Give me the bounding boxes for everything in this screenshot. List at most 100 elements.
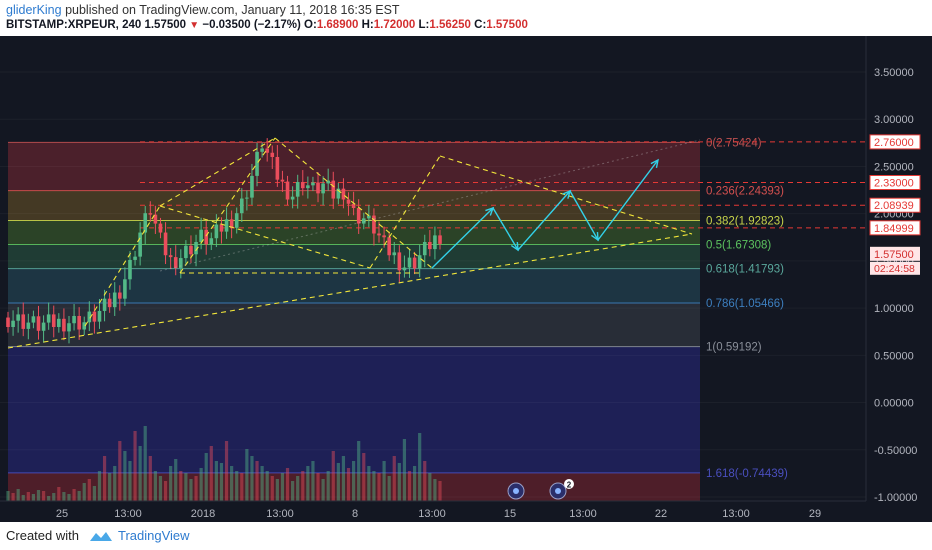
- price-tick-label: -0.50000: [874, 445, 917, 457]
- volume-bar: [402, 439, 407, 501]
- fib-level-label: 0.382(1.92823): [706, 215, 784, 227]
- time-tick-label: 13:00: [114, 508, 142, 520]
- change-value: −0.03500 (−2.17%): [202, 19, 301, 31]
- volume-bar: [336, 463, 340, 501]
- candle-body: [11, 320, 15, 327]
- volume-bar: [331, 451, 335, 501]
- candle-body: [123, 279, 127, 299]
- candle-body: [173, 257, 178, 268]
- candle-body: [382, 235, 386, 238]
- volume-bar: [296, 476, 300, 501]
- candle-body: [41, 322, 46, 331]
- volume-bar: [204, 453, 208, 501]
- volume-bar: [41, 491, 46, 501]
- time-tick-label: 8: [352, 508, 358, 520]
- candle-body: [290, 196, 295, 200]
- volume-bar: [138, 446, 142, 501]
- volume-bar: [382, 461, 386, 501]
- fib-level-label: 1.618(-0.74439): [706, 468, 788, 480]
- candle-body: [250, 175, 254, 198]
- resistance-price-label: 2.08939: [874, 200, 914, 212]
- candle-body: [270, 152, 275, 157]
- candle-body: [87, 311, 92, 323]
- volume-bar: [174, 459, 178, 501]
- volume-bar: [92, 486, 96, 501]
- candle-body: [285, 181, 290, 200]
- volume-bar: [87, 479, 91, 501]
- price-tick-label: 2.50000: [874, 161, 914, 173]
- header-bar: gliderKing published on TradingView.com,…: [0, 0, 932, 36]
- author-link[interactable]: gliderKing: [6, 3, 62, 17]
- fib-zone: [8, 244, 700, 269]
- resistance-price-label: 1.84999: [874, 223, 914, 235]
- candle-body: [321, 183, 325, 194]
- volume-bar: [57, 487, 61, 501]
- volume-bar: [341, 456, 346, 501]
- volume-bar: [260, 466, 264, 501]
- high-value: 1.72000: [373, 19, 416, 31]
- price-tick-label: 3.50000: [874, 67, 914, 79]
- open-label: O:: [304, 19, 317, 31]
- volume-bar: [199, 468, 203, 501]
- projection-arrowhead: [510, 241, 519, 252]
- candle-body: [422, 242, 427, 256]
- candle-body: [57, 318, 61, 327]
- volume-bar: [301, 471, 305, 501]
- candle-body: [209, 238, 214, 245]
- projection-arrowhead: [562, 189, 572, 199]
- volume-bar: [169, 466, 173, 501]
- candle-body: [300, 182, 305, 189]
- candle-body: [255, 151, 259, 176]
- candle-body: [275, 157, 280, 180]
- time-tick-label: 25: [56, 508, 68, 520]
- fib-zone: [8, 220, 700, 245]
- candle-body: [51, 314, 56, 327]
- candle-body: [67, 323, 71, 332]
- price-tick-label: 0.00000: [874, 398, 914, 410]
- volume-bar: [433, 479, 437, 501]
- trendline-wave: [159, 137, 276, 207]
- candle-body: [367, 215, 371, 219]
- volume-bar: [179, 471, 183, 501]
- volume-bar: [194, 476, 198, 501]
- candle-body: [407, 257, 412, 268]
- volume-bar: [438, 481, 442, 501]
- time-tick-label: 22: [655, 508, 667, 520]
- trendline-upper: [274, 137, 433, 269]
- volume-bar: [316, 473, 320, 501]
- close-label: C:: [474, 19, 487, 31]
- event-marker-dot: [513, 488, 519, 494]
- candle-body: [163, 232, 168, 256]
- candle-body: [158, 223, 163, 233]
- volume-bar: [357, 441, 361, 501]
- candle-body: [428, 242, 432, 250]
- resistance-price-label: 2.76000: [874, 137, 914, 149]
- price-chart[interactable]: 0(2.75424) 0.236(2.24393) 0.382(1.92823) 0.…: [0, 36, 932, 522]
- volume-bar: [108, 473, 112, 501]
- trendline-lower: [7, 233, 693, 349]
- volume-bar: [250, 456, 254, 501]
- candle-body: [392, 252, 397, 256]
- volume-bar: [291, 481, 295, 501]
- tradingview-brand-link[interactable]: TradingView: [118, 528, 190, 543]
- candle-body: [107, 298, 112, 308]
- volume-bar: [158, 476, 163, 501]
- candle-body: [306, 185, 310, 189]
- fib-level-label: 0.5(1.67308): [706, 240, 771, 252]
- volume-bar: [407, 471, 412, 501]
- fib-zone: [8, 302, 700, 347]
- candle-body: [214, 224, 219, 239]
- fib-level-label: 0.236(2.24393): [706, 186, 784, 198]
- candle-body: [295, 182, 300, 197]
- trendline-wave: [159, 205, 371, 269]
- candle-body: [219, 224, 224, 232]
- volume-bar: [428, 473, 432, 501]
- candle-body: [16, 314, 20, 321]
- volume-bar: [275, 479, 279, 501]
- volume-bar: [230, 466, 234, 501]
- candle-body: [21, 314, 26, 329]
- volume-bar: [219, 463, 224, 501]
- open-value: 1.68900: [316, 19, 359, 31]
- fib-zone: [8, 268, 700, 303]
- volume-bar: [423, 461, 427, 501]
